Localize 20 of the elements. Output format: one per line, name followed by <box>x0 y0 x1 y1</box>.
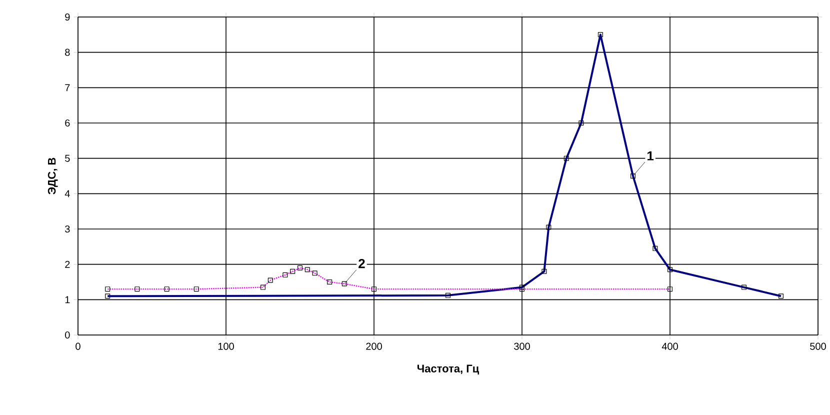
annotation: 2 <box>358 258 365 268</box>
y-tick-label: 0 <box>65 331 70 339</box>
annotation: 1 <box>648 151 654 160</box>
y-tick-label: 7 <box>65 84 70 92</box>
y-tick-label: 5 <box>65 154 70 162</box>
x-tick-label: 0 <box>76 342 80 350</box>
x-axis-title: Частота, Гц <box>417 364 480 375</box>
x-tick-label: 500 <box>810 342 826 350</box>
y-tick-label: 9 <box>65 13 70 21</box>
y-tick-label: 3 <box>65 225 70 233</box>
y-tick-label: 1 <box>65 296 70 304</box>
x-tick-label: 100 <box>218 342 234 350</box>
y-tick-label: 4 <box>64 190 70 198</box>
y-axis-title: ЭДС, В <box>48 158 58 194</box>
y-tick-label: 2 <box>65 260 70 268</box>
x-tick-label: 200 <box>366 342 382 350</box>
y-tick-label: 6 <box>65 119 70 127</box>
x-tick-label: 300 <box>514 342 530 350</box>
x-tick-label: 400 <box>662 342 678 350</box>
y-tick-label: 8 <box>65 48 70 56</box>
